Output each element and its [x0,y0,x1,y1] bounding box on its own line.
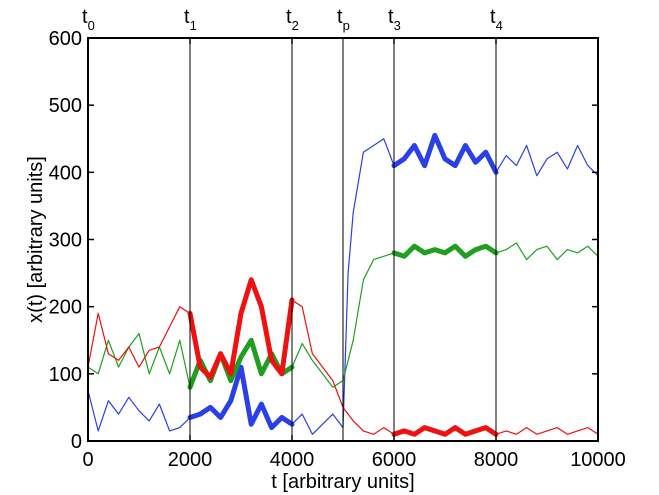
y-tick-label: 100 [49,364,82,386]
series-2-highlight [391,425,499,437]
y-tick-label: 0 [71,431,82,453]
x-tick-label: 10000 [570,449,626,471]
y-tick-label: 500 [49,95,82,117]
y-axis-label: x(t) [arbitrary units] [25,156,47,323]
x-axis-label: t [arbitrary units] [271,471,414,493]
x-tick-label: 6000 [372,449,417,471]
series-1-highlight [391,243,499,259]
x-tick-label: 2000 [168,449,213,471]
series-2-highlight [187,277,295,380]
time-marker-label: tp [337,6,350,33]
series-layer [87,132,599,437]
y-tick-label: 300 [49,230,82,252]
y-tick-label: 600 [49,28,82,50]
x-tick-label: 4000 [270,449,315,471]
time-marker-layer: t0 t1 t2 tp t3 t4 [82,6,503,441]
time-marker-label: t1 [184,6,197,33]
x-tick-label: 0 [82,449,93,471]
series-0-line [87,134,599,435]
time-marker-label: t4 [490,6,503,33]
time-marker-label: t2 [286,6,299,33]
y-tick-label: 200 [49,297,82,319]
y-tick-label: 400 [49,162,82,184]
time-marker-label: t0 [82,6,95,33]
x-tick-label: 8000 [474,449,519,471]
series-0-highlight [391,132,499,175]
time-marker-label: t3 [388,6,401,33]
series-0-highlight [187,364,295,431]
tick-layer: 0 2000 4000 6000 8000 10000 0 100 200 300 400 500 60… [49,28,626,471]
